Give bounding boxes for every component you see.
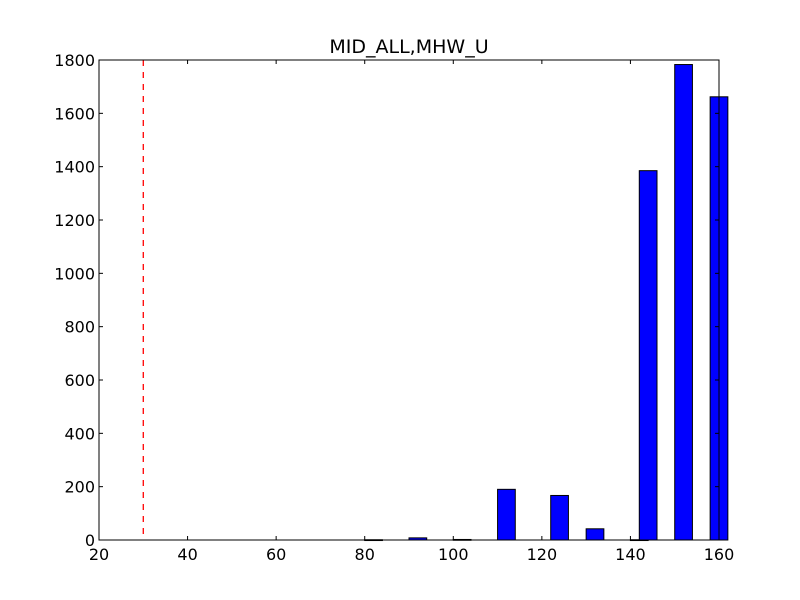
- bar: [497, 488, 516, 541]
- y-tick-label: 1400: [54, 158, 95, 177]
- y-tick-label: 1800: [54, 51, 95, 70]
- x-tick-label: 140: [615, 545, 646, 564]
- y-tick-label: 200: [64, 478, 95, 497]
- y-tick-label: 0: [85, 531, 95, 550]
- x-tick-label: 80: [355, 545, 375, 564]
- x-tick-label: 100: [438, 545, 469, 564]
- plot-frame: [98, 59, 720, 541]
- bar: [674, 64, 693, 541]
- y-axis: 0 200 400 600 800 1000 1200 1400 1600 1800: [54, 51, 719, 550]
- chart-title: MID_ALL,MHW_U: [329, 36, 488, 58]
- y-tick-label: 1200: [54, 211, 95, 230]
- x-tick-label: 40: [177, 545, 197, 564]
- y-tick-label: 1000: [54, 264, 95, 283]
- x-axis: 20 40 60 80 100 120 140 160: [89, 60, 734, 564]
- x-tick-label: 20: [89, 545, 109, 564]
- x-tick-label: 160: [704, 545, 735, 564]
- bar: [550, 494, 569, 541]
- x-tick-label: 120: [527, 545, 558, 564]
- x-tick-label: 60: [266, 545, 286, 564]
- y-tick-label: 1600: [54, 104, 95, 123]
- bars-layer: [364, 64, 729, 542]
- y-tick-label: 600: [64, 371, 95, 390]
- y-tick-label: 400: [64, 424, 95, 443]
- bar: [585, 528, 605, 541]
- bar: [638, 170, 658, 541]
- y-tick-label: 800: [64, 318, 95, 337]
